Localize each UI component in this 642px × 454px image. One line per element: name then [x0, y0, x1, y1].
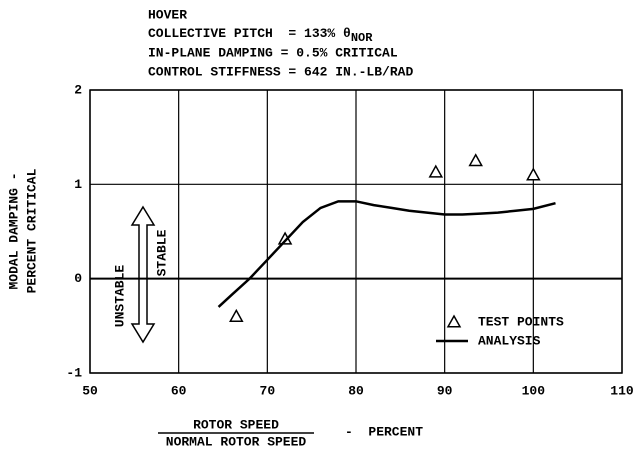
y-tick-label: -1	[66, 365, 82, 380]
legend-label: TEST POINTS	[478, 314, 564, 329]
y-tick-label: 1	[74, 177, 82, 192]
y-tick-label: 2	[74, 82, 82, 97]
x-axis-label: ROTOR SPEED	[193, 417, 279, 432]
y-axis-label: PERCENT CRITICAL	[24, 168, 39, 293]
annotation: IN-PLANE DAMPING = 0.5% CRITICAL	[148, 45, 398, 60]
x-tick-label: 60	[171, 383, 187, 398]
y-axis-label: MODAL DAMPING -	[6, 172, 21, 289]
legend-label: ANALYSIS	[478, 333, 541, 348]
x-tick-label: 90	[437, 383, 453, 398]
annotation: HOVER	[148, 7, 187, 22]
test-point	[468, 153, 483, 167]
region-label: STABLE	[154, 229, 169, 276]
legend-swatch	[446, 314, 462, 328]
x-axis-label: NORMAL ROTOR SPEED	[166, 434, 307, 449]
x-tick-label: 70	[260, 383, 276, 398]
annotation: CONTROL STIFFNESS = 642 IN.-LB/RAD	[148, 64, 413, 79]
annotation: COLLECTIVE PITCH = 133% θNOR	[148, 26, 373, 45]
x-tick-label: 80	[348, 383, 364, 398]
test-point	[229, 308, 244, 322]
annotation-text: COLLECTIVE PITCH = 133% θ	[148, 26, 351, 41]
x-tick-label: 100	[522, 383, 546, 398]
test-point	[526, 167, 541, 181]
test-point	[428, 164, 444, 178]
stability-arrow	[130, 205, 156, 344]
x-axis-label: - PERCENT	[345, 424, 423, 439]
x-tick-label: 50	[82, 383, 98, 398]
y-tick-label: 0	[74, 271, 82, 286]
x-tick-label: 110	[610, 383, 634, 398]
annotation-subscript: NOR	[351, 31, 373, 45]
analysis-line	[217, 200, 556, 308]
region-label: UNSTABLE	[112, 265, 127, 328]
